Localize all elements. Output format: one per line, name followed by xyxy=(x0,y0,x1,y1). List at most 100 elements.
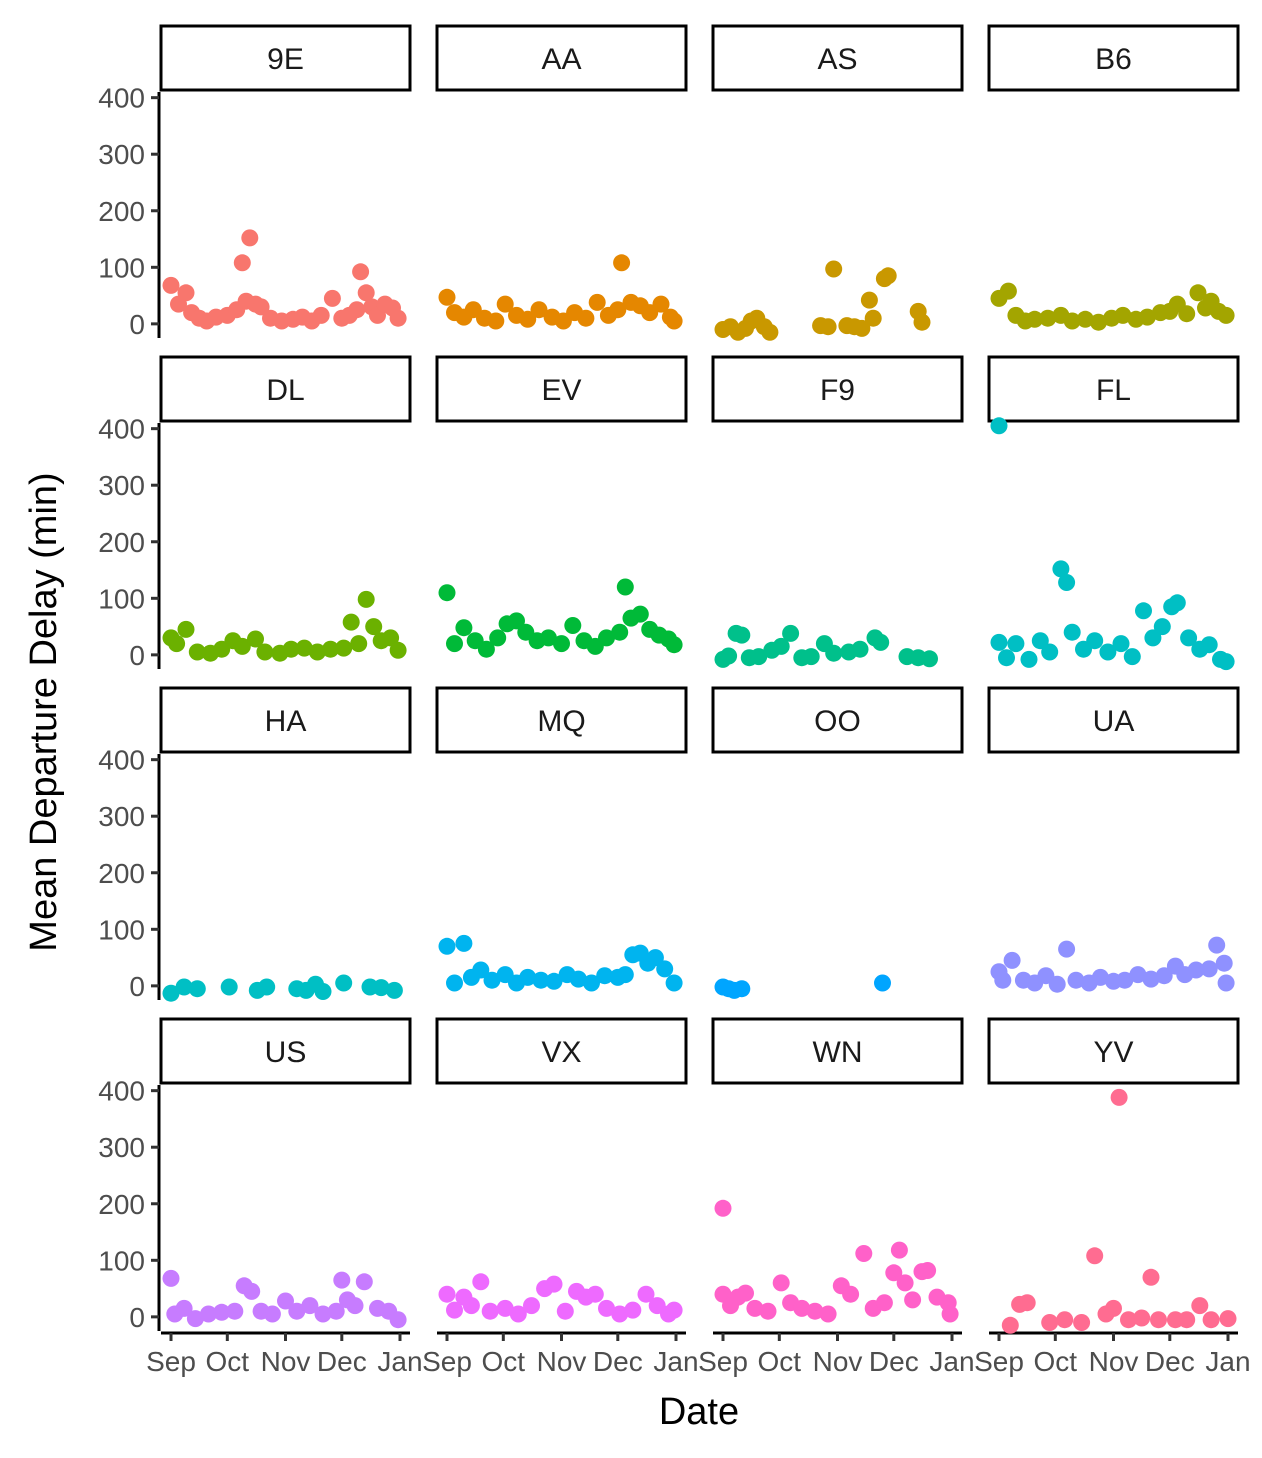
data-point xyxy=(327,1302,345,1320)
data-point xyxy=(455,619,473,637)
data-point xyxy=(355,1273,373,1291)
data-point xyxy=(616,966,634,984)
data-point xyxy=(532,971,550,989)
data-point xyxy=(1215,954,1233,972)
data-point xyxy=(263,1305,281,1323)
panel-aa: AA xyxy=(435,24,688,330)
x-tick-label: Jan xyxy=(377,1346,422,1377)
data-point xyxy=(162,984,180,1002)
strip-label: UA xyxy=(1093,705,1135,738)
strip-box xyxy=(159,686,412,754)
data-point xyxy=(1133,1309,1151,1327)
data-point xyxy=(308,643,326,661)
data-point xyxy=(438,1285,456,1303)
data-point xyxy=(806,1302,824,1320)
x-tick-label: Sep xyxy=(698,1346,748,1377)
data-point xyxy=(1208,936,1226,954)
data-point xyxy=(746,1299,764,1317)
data-point xyxy=(851,640,869,658)
data-point xyxy=(904,1291,922,1309)
data-point xyxy=(1129,966,1147,984)
data-point xyxy=(1090,313,1107,331)
data-point xyxy=(258,978,276,996)
data-point xyxy=(941,1305,959,1323)
data-point xyxy=(389,309,407,327)
data-point xyxy=(539,629,557,647)
data-point xyxy=(1191,1297,1209,1315)
data-point xyxy=(489,629,507,647)
data-point xyxy=(382,629,400,647)
strip-box xyxy=(711,355,964,423)
data-point xyxy=(1110,1088,1128,1106)
data-point xyxy=(175,978,193,996)
data-point xyxy=(1063,623,1081,641)
data-point xyxy=(462,1297,480,1315)
data-point xyxy=(1150,1311,1167,1329)
data-point xyxy=(342,613,360,631)
y-tick-label: 200 xyxy=(98,1189,145,1220)
data-point xyxy=(455,934,473,952)
data-point xyxy=(175,1299,193,1317)
data-point xyxy=(472,961,490,979)
data-point xyxy=(761,323,779,341)
strip-label: AA xyxy=(541,43,581,76)
strip-label: B6 xyxy=(1095,43,1132,76)
panel-as: AS xyxy=(711,24,964,341)
data-point xyxy=(188,980,206,998)
data-point xyxy=(637,1285,655,1303)
data-point xyxy=(256,643,274,661)
y-tick-label: 300 xyxy=(98,139,145,170)
data-point xyxy=(523,1297,540,1315)
data-point xyxy=(913,313,931,331)
y-tick-label: 200 xyxy=(98,527,145,558)
data-point xyxy=(438,584,456,602)
panel-ha: HA 0 100 200 300 400 xyxy=(98,686,412,1002)
data-point xyxy=(750,648,768,666)
data-point xyxy=(714,1199,732,1217)
strip-box xyxy=(159,355,412,423)
data-point xyxy=(241,229,259,247)
x-tick-label: Jan xyxy=(653,1346,698,1377)
data-point xyxy=(609,301,627,319)
data-point xyxy=(282,640,300,658)
strip-label: HA xyxy=(265,705,307,738)
data-point xyxy=(519,310,537,328)
data-point xyxy=(879,267,897,285)
panels-layer: 9E 0 100 200 300 400 AA AS B6 DL 0 100 200 300 400 EV F9… xyxy=(98,24,1251,1377)
data-point xyxy=(616,578,634,596)
data-point xyxy=(477,640,495,658)
y-tick-label: 100 xyxy=(98,1245,145,1276)
data-point xyxy=(277,1292,294,1310)
data-point xyxy=(346,1297,364,1315)
data-point xyxy=(793,1299,811,1317)
data-point xyxy=(1142,970,1160,988)
data-point xyxy=(496,295,514,313)
data-point xyxy=(252,298,270,316)
data-point xyxy=(875,1294,893,1312)
y-tick-label: 200 xyxy=(98,858,145,889)
strip-box xyxy=(987,24,1240,92)
data-point xyxy=(314,1305,332,1323)
data-point xyxy=(1202,1311,1220,1329)
data-point xyxy=(1112,635,1130,653)
data-point xyxy=(613,254,631,272)
data-point xyxy=(1099,643,1117,661)
data-point xyxy=(733,626,751,644)
data-point xyxy=(247,630,264,648)
panel-mq: MQ xyxy=(435,686,688,992)
data-point xyxy=(233,637,251,655)
data-point xyxy=(1155,967,1173,985)
data-point xyxy=(1041,643,1059,661)
data-point xyxy=(1052,560,1070,578)
y-tick-label: 300 xyxy=(98,801,145,832)
data-point xyxy=(772,637,790,655)
data-point xyxy=(1063,312,1081,330)
data-point xyxy=(226,1302,244,1320)
data-point xyxy=(819,318,837,336)
data-point xyxy=(921,650,938,668)
y-tick-label: 100 xyxy=(98,914,145,945)
data-point xyxy=(598,1299,615,1317)
data-point xyxy=(288,1302,306,1320)
data-point xyxy=(1026,310,1044,328)
strip-label: AS xyxy=(817,43,857,76)
